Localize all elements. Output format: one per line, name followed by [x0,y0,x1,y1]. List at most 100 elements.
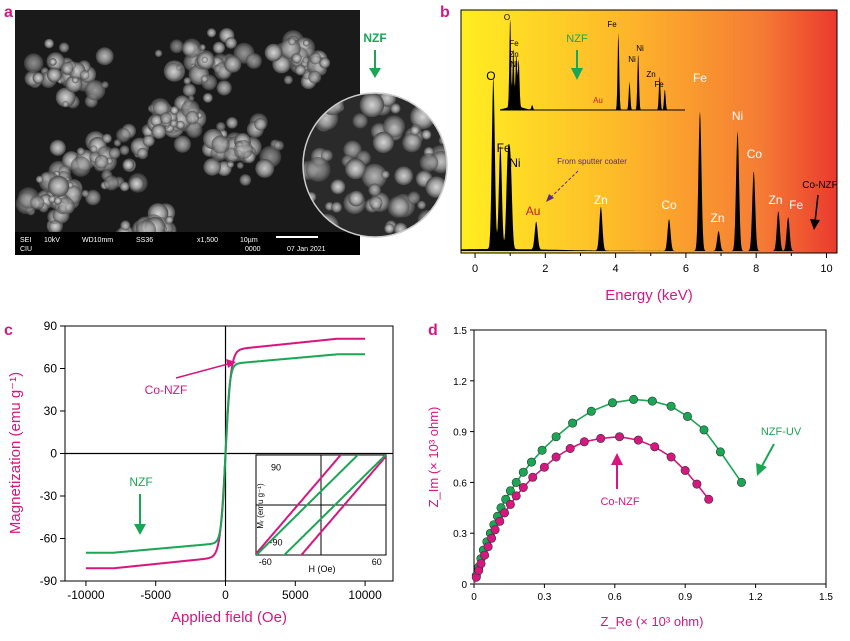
nyquist-point-co-nzf [565,443,575,453]
nyquist-annotation-nzf-uv: NZF-UV [756,426,802,476]
nyquist-point-co-nzf [539,462,549,472]
mag-y-tick-label: 0 [50,447,57,461]
nyquist-point-co-nzf [666,452,676,462]
nyquist-point-nzf-uv [551,432,561,442]
sem-particle [58,42,70,53]
eds-peak-label-main: Fe [497,141,511,155]
sem-zoom-particle [345,158,366,180]
mag-curves [85,337,366,570]
nyquist-x-tick-label: 1.2 [749,592,763,603]
sem-zoom-particle [434,93,447,109]
nyquist-y-tick-label: 0.9 [453,428,467,439]
nyquist-point-nzf-uv [511,477,521,487]
sem-particle [291,53,302,64]
nyquist-point-co-nzf [511,491,521,501]
sem-particles [15,27,331,255]
sem-particle [122,159,135,171]
nyquist-x-tick-label: 0.6 [608,592,622,603]
mag-x-tick-label: -5000 [140,588,171,602]
panel-d-impedance: d 0 0.3 0.6 0.9 1.2 1.5 0 0.3 0.6 0.9 1.2 1.5 Z_Re … [426,322,833,629]
nyquist-point-co-nzf [551,452,561,462]
svg-text:NZF-UV: NZF-UV [761,426,802,438]
nyquist-point-nzf-uv [586,406,596,416]
eds-spectrum-nzf-inset [500,18,685,110]
nyquist-y-tick-label: 0.6 [453,478,467,489]
sem-zoom-particle [390,103,401,114]
sem-org: CIU [20,246,32,253]
sem-wd: WD10mm [82,237,113,244]
sem-particle [302,56,310,64]
mag-curve-nzf [85,353,366,554]
mag-inset-x-tick-label: -60 [259,557,272,567]
sem-zoom-particle [439,117,447,133]
sem-particle [164,62,183,82]
sem-zoom-particle [402,132,422,153]
nyquist-y-tick-label: 1.5 [453,326,467,337]
sem-zoom-particle [320,149,333,162]
eds-annotations: From sputter coater Co-NZF NZF [546,33,838,230]
sem-particle [182,38,202,58]
sem-mag: x1,500 [197,237,218,244]
nyquist-point-nzf-uv [568,418,578,428]
sem-zoom-particle [369,196,383,210]
sem-particle [273,140,285,151]
mag-x-tick-label: -10000 [67,588,105,602]
sem-particle [254,118,267,131]
eds-peak-label-inset: Fe [654,80,664,89]
nyquist-point-nzf-uv [537,445,547,455]
sem-date: 07 Jan 2021 [287,246,326,253]
mag-y-tick-label: -60 [40,532,58,546]
sem-particle [95,47,114,66]
mag-x-tick-label: 10000 [348,588,382,602]
sem-particle [226,116,238,129]
sem-zoom-particle [352,113,368,129]
sem-particle [79,70,90,80]
eds-x-tick-label: 4 [613,263,619,275]
eds-x-tick-label: 8 [753,263,759,275]
sem-zoom-particle [381,170,390,179]
nyquist-point-co-nzf [480,550,490,560]
mag-x-tick-label: 5000 [282,588,309,602]
nyquist-point-co-nzf [704,494,714,504]
sem-particle [233,139,253,160]
nyquist-point-co-nzf [614,432,624,442]
sem-particle [288,37,297,46]
mag-inset-y-tick-label: -90 [269,538,282,548]
nyquist-x-tick-label: 0.9 [678,592,692,603]
sem-particle [94,154,109,169]
sem-kv: 10kV [44,237,60,244]
sem-particle [236,161,244,169]
nyquist-frame [473,329,827,585]
panel-letter-d: d [428,322,438,339]
nyquist-point-co-nzf [633,435,643,445]
sem-sample-arrow [369,50,381,78]
mag-y-tick-label: 90 [44,319,58,333]
sem-particle [152,100,169,116]
mag-inset-x-tick-label: 60 [372,557,382,567]
eds-annotation-sputter: From sputter coater [557,157,627,166]
sem-particle [46,67,62,83]
nyquist-y-tick-label: 0 [461,580,467,591]
panel-letter-c: c [4,322,13,339]
panel-letter-a: a [4,4,13,21]
nyquist-y-tick-label: 0.3 [453,529,467,540]
eds-x-tick-label: 10 [820,263,832,275]
nyquist-point-co-nzf [483,542,493,552]
sem-particle [62,101,69,108]
sem-zoom-particle [384,223,395,234]
sem-particle [49,139,66,156]
sem-zoom-particle [437,219,447,237]
nyquist-point-co-nzf [692,479,702,489]
nyquist-point-co-nzf [487,533,497,543]
nyquist-point-nzf-uv [526,457,536,467]
mag-inset-y-tick-label: 90 [271,463,281,473]
eds-peak-label-inset: O [504,13,510,22]
nyquist-x-tick-label: 1.5 [819,592,833,603]
sem-particle [169,119,178,128]
eds-peak-label-main: Zn [594,193,608,207]
mag-inset-loop-co-nzf [300,455,386,555]
sem-particle [81,189,89,198]
sem-mode: SEI [20,237,31,244]
